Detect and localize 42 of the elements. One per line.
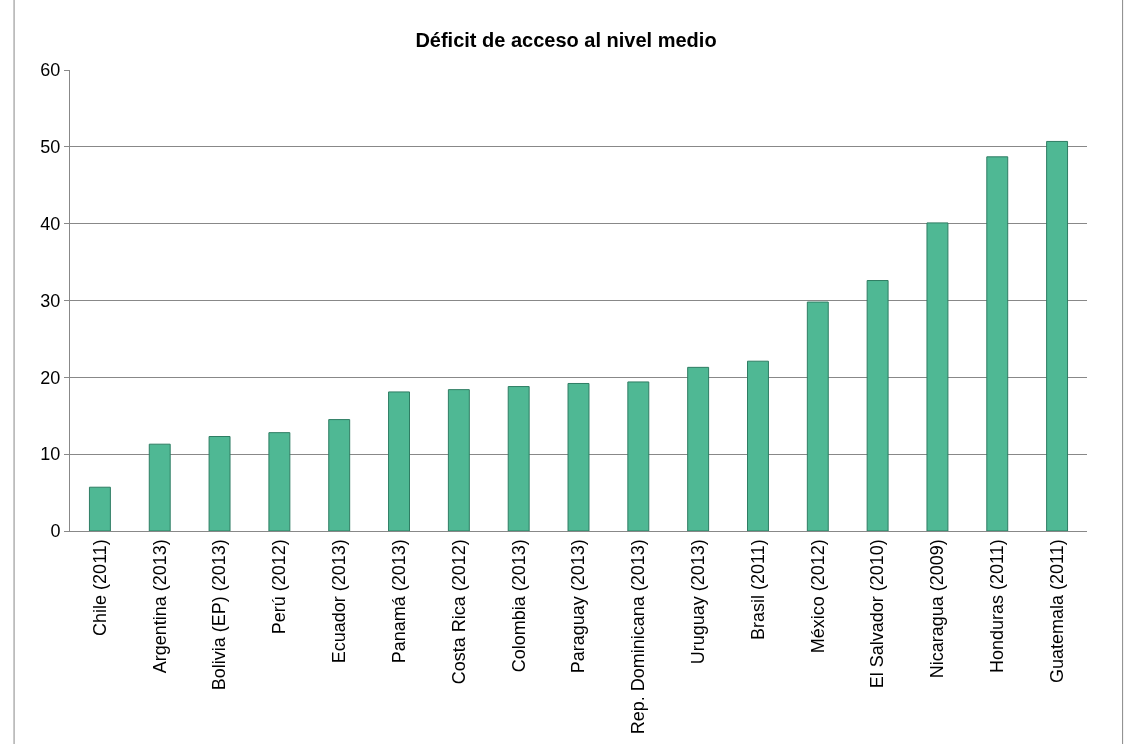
y-tick-label: 10 [40,444,61,465]
x-tick-label: Colombia (2013) [508,539,529,673]
x-tick-label: El Salvador (2010) [867,539,888,689]
x-tick-label: Rep. Dominicana (2013) [628,539,649,735]
x-tick-label: Chile (2011) [89,539,110,636]
x-tick-label: Costa Rica (2012) [448,539,469,685]
bar [627,381,650,531]
bar [687,366,710,531]
chart-title: Déficit de acceso al nivel medio [415,29,717,52]
x-tick-label: Guatemala (2011) [1046,539,1067,683]
x-tick-label: Uruguay (2013) [688,539,708,665]
bar [567,382,590,531]
x-tick-label: Panamá (2013) [388,539,409,664]
bar [926,222,949,531]
x-tick-label: Honduras (2011) [987,539,1008,673]
x-tick-label: Ecuador (2013) [329,539,350,664]
x-tick-label: Argentina (2013) [149,539,170,674]
y-tick-label: 30 [40,290,61,311]
y-tick-label: 60 [40,60,61,81]
bar [88,486,111,531]
bar [447,389,470,531]
bar [507,386,530,531]
y-tick-label: 40 [40,213,61,234]
bar [148,443,171,531]
bar [268,432,291,531]
bar [208,436,231,531]
x-tick-label: México (2012) [807,539,828,654]
x-tick-label: Nicaragua (2009) [927,539,948,679]
y-tick-label: 50 [40,137,61,158]
bar [866,280,889,531]
bar [986,156,1009,531]
x-tick-label: Paraguay (2013) [568,539,589,674]
x-tick-label: Brasil (2011) [747,539,768,640]
y-tick-label: 20 [40,367,61,388]
bar [328,419,351,531]
bar [747,360,769,531]
bar [1046,140,1069,531]
bar [388,391,410,531]
x-tick-label: Perú (2012) [269,539,290,635]
x-tick-label: Bolivia (EP) (2013) [209,539,230,691]
bar [806,301,829,531]
y-tick-label: 0 [50,521,61,542]
